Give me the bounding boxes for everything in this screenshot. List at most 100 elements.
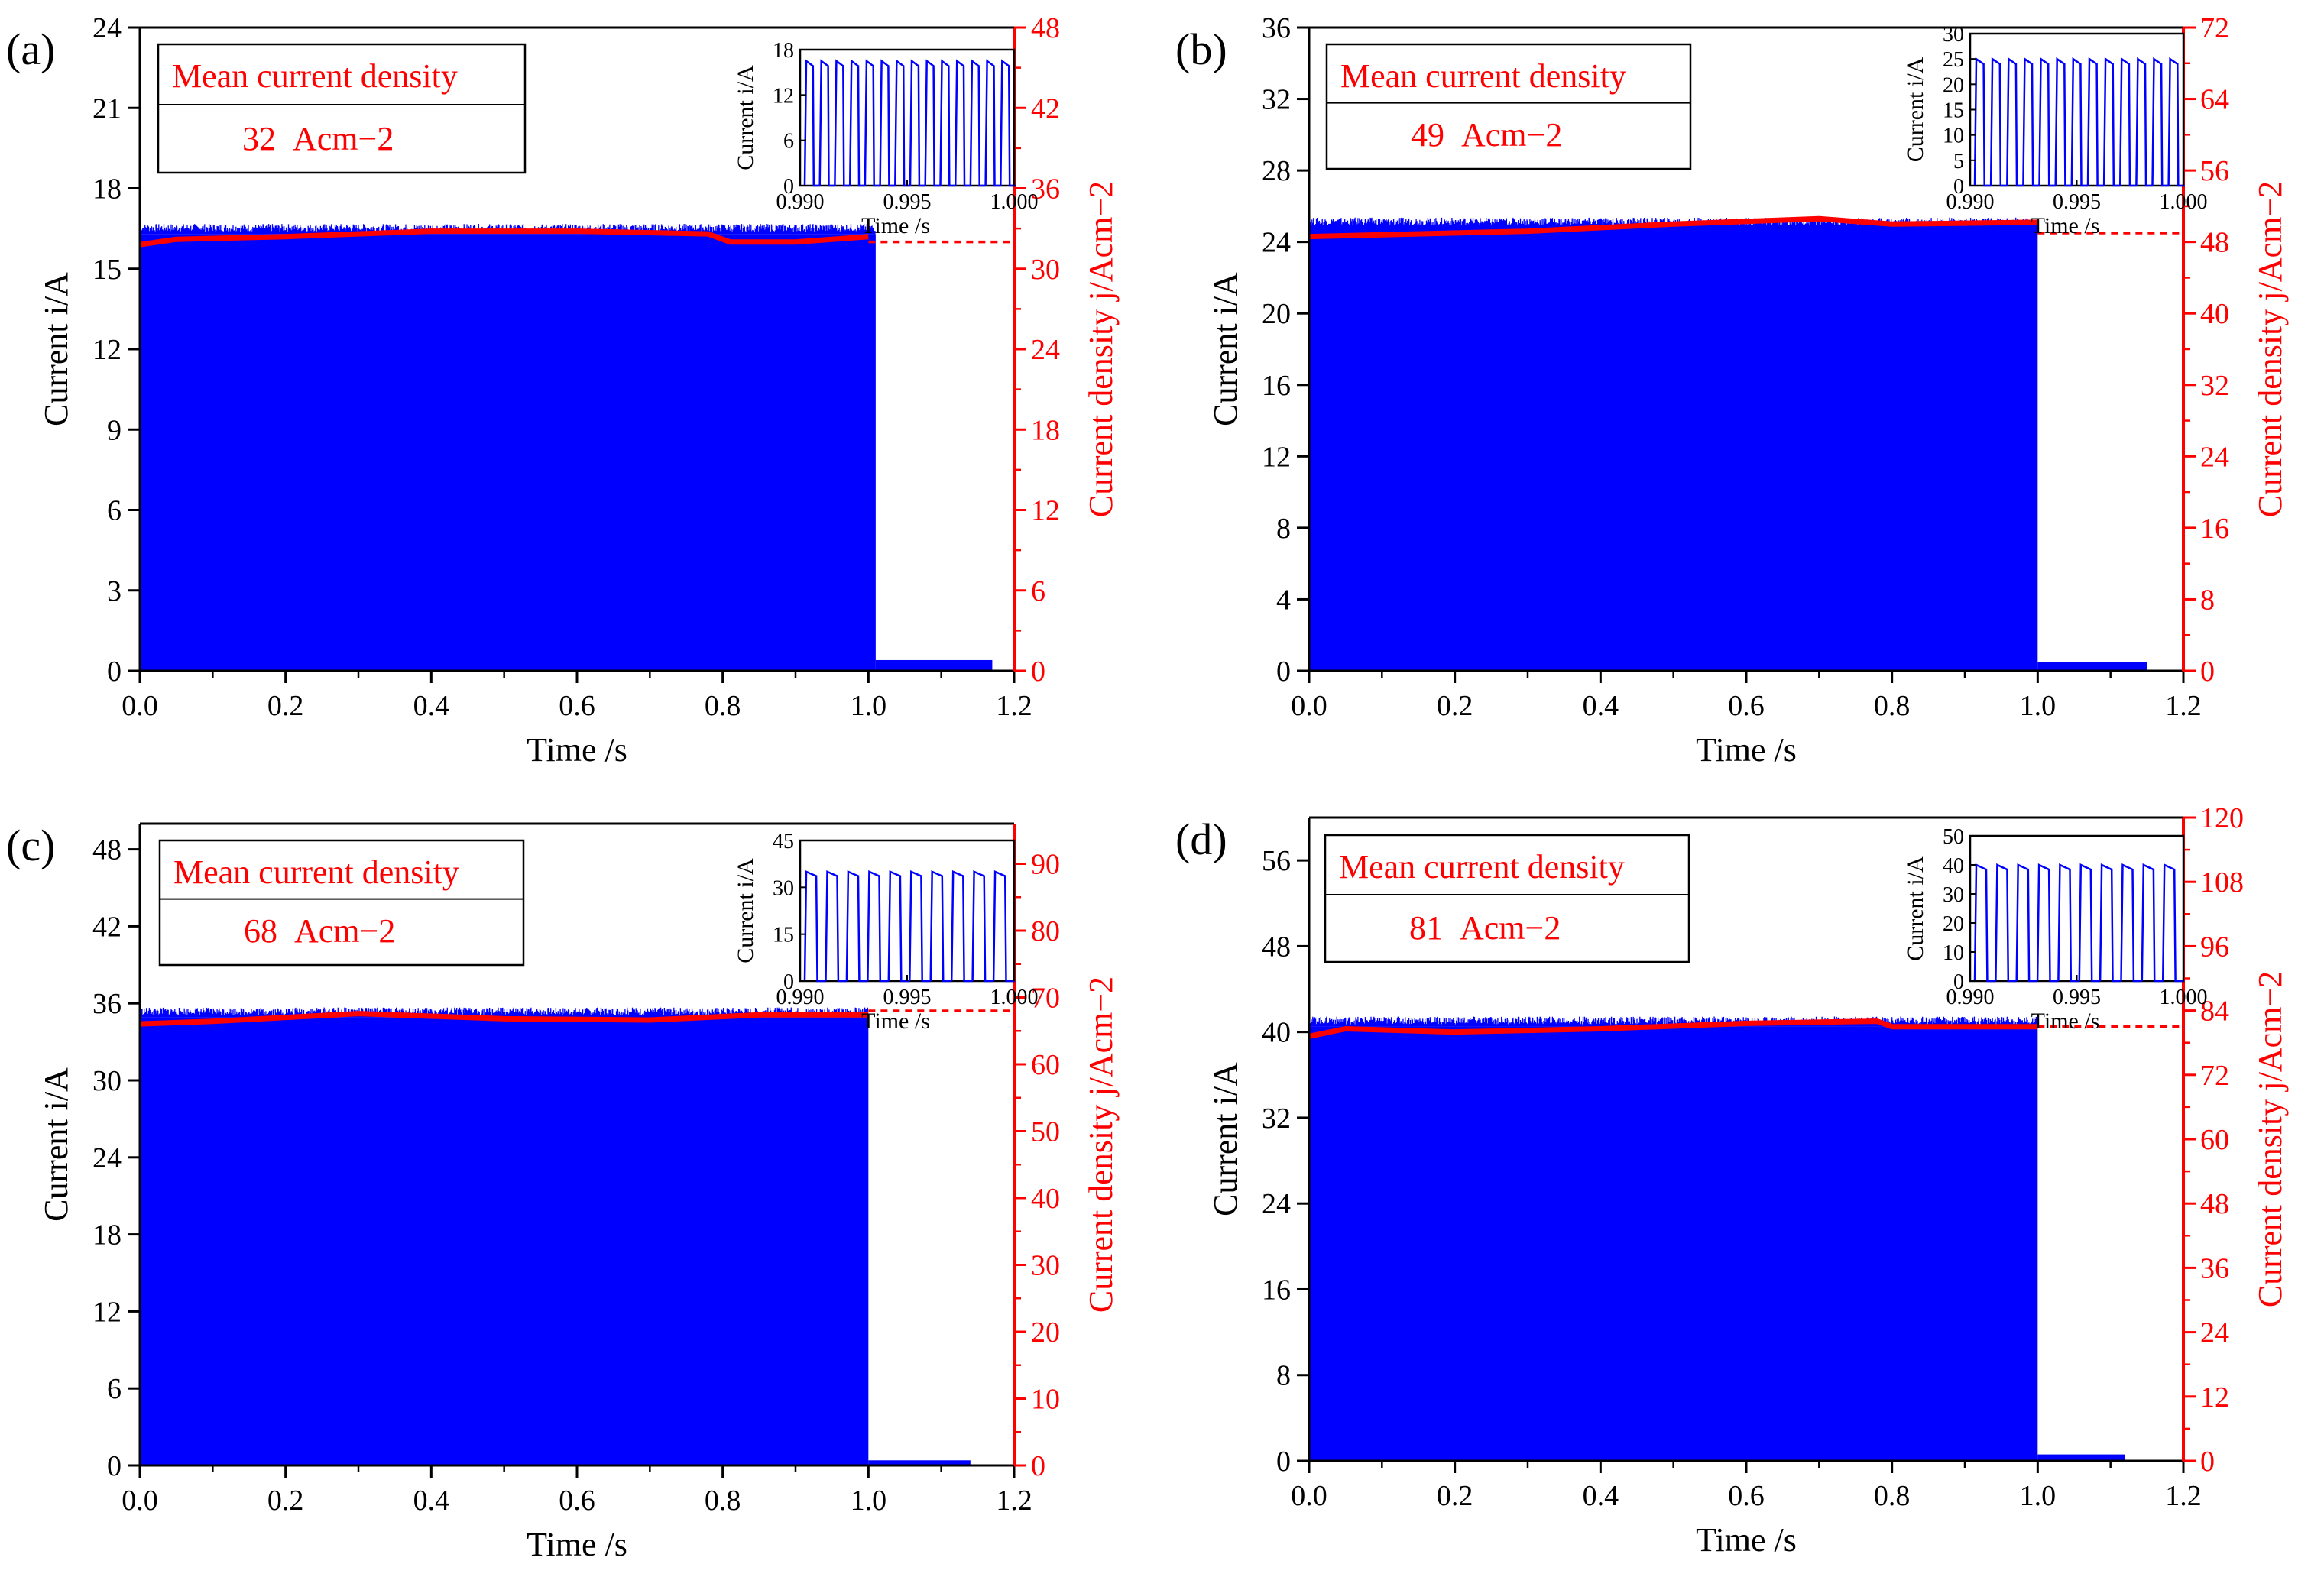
y-tick-label: 48 xyxy=(92,834,122,866)
y2-tick-label: 18 xyxy=(1031,414,1060,446)
inset-y-tick-label: 15 xyxy=(773,924,794,947)
inset-y-tick-label: 45 xyxy=(773,830,794,853)
y2-tick-label: 8 xyxy=(2200,584,2215,616)
y-tick-label: 0 xyxy=(107,1450,122,1482)
y2-tick-label: 6 xyxy=(1031,575,1045,607)
y2-tick-label: 56 xyxy=(2200,155,2229,187)
inset-x-title: Time /s xyxy=(861,1009,930,1034)
inset-pulse-train xyxy=(1973,57,2185,187)
y-tick-label: 15 xyxy=(92,254,122,286)
y-tick-label: 0 xyxy=(107,656,122,688)
y2-tick-label: 30 xyxy=(1031,1250,1060,1282)
panel-d: 0.0 0.2 0.4 0.6 0.8 1.0 1.20816243240485601224… xyxy=(1175,802,2289,1559)
y-tick-label: 36 xyxy=(1262,12,1291,44)
y2-tick-label: 16 xyxy=(2200,513,2229,545)
inset-x-tick-label: 0.995 xyxy=(883,986,932,1009)
legend-box xyxy=(1325,43,1692,170)
y2-tick-label: 12 xyxy=(1031,495,1060,527)
y2-tick-label: 48 xyxy=(2200,1188,2229,1220)
legend-title: Mean current density xyxy=(173,853,459,891)
inset-x-tick-label: 1.000 xyxy=(2160,190,2208,214)
y-axis-title: Current i/A xyxy=(1207,1062,1244,1216)
y2-tick-label: 32 xyxy=(2200,370,2229,402)
inset-x-tick-label: 0.995 xyxy=(2053,190,2101,214)
inset-y-tick-label: 0 xyxy=(1953,970,1964,994)
inset-y-tick-label: 10 xyxy=(1943,941,1964,965)
y2-tick-label: 0 xyxy=(2200,656,2215,688)
inset-frame xyxy=(1969,32,2185,187)
y-tick-label: 6 xyxy=(107,1373,122,1405)
y2-tick-label: 12 xyxy=(2200,1381,2229,1413)
panel-letter: (b) xyxy=(1175,24,1227,74)
inset-x-title: Time /s xyxy=(2031,1009,2100,1034)
inset-frame xyxy=(1969,834,2185,983)
inset-y-tick-label: 20 xyxy=(1943,73,1964,97)
y-tick-label: 21 xyxy=(92,92,122,125)
x-axis-title: Time /s xyxy=(527,731,627,769)
x-tick-label: 1.2 xyxy=(996,690,1032,722)
y-tick-label: 24 xyxy=(1262,1188,1291,1220)
panel-c: 0.0 0.2 0.4 0.6 0.8 1.0 1.20612182430364248010… xyxy=(6,821,1120,1563)
x-tick-label: 0.8 xyxy=(1874,1480,1911,1512)
legend-value: 32 Acm−2 xyxy=(242,120,394,157)
legend-value: 49 Acm−2 xyxy=(1411,116,1562,154)
inset-pulse-train xyxy=(803,869,1015,983)
inset-x-tick-label: 0.995 xyxy=(2053,986,2101,1009)
legend-value-unit: Acm−2 xyxy=(294,912,395,950)
x-tick-label: 0.8 xyxy=(705,690,741,722)
legend-value-number: 68 xyxy=(244,912,277,950)
y-tick-label: 9 xyxy=(107,414,122,446)
y-tick-label: 12 xyxy=(92,1296,122,1328)
y-tick-label: 32 xyxy=(1262,84,1291,116)
y-tick-label: 12 xyxy=(92,334,122,366)
x-axis-title: Time /s xyxy=(527,1526,627,1563)
y2-tick-label: 24 xyxy=(1031,334,1060,366)
inset-x-tick-label: 1.000 xyxy=(2160,986,2208,1009)
inset-y-tick-label: 18 xyxy=(773,39,794,63)
inset-frame xyxy=(799,839,1016,983)
x-axis-title: Time /s xyxy=(1696,1521,1797,1559)
y2-tick-label: 72 xyxy=(2200,1060,2229,1092)
y2-tick-label: 40 xyxy=(1031,1183,1060,1215)
y2-tick-label: 50 xyxy=(1031,1116,1060,1148)
inset-frame xyxy=(799,48,1016,187)
x-tick-label: 1.2 xyxy=(2165,1480,2202,1512)
x-tick-label: 1.2 xyxy=(2165,690,2202,722)
y2-tick-label: 36 xyxy=(1031,173,1060,206)
legend-value-number: 49 xyxy=(1411,116,1444,154)
x-tick-label: 0.4 xyxy=(413,1485,450,1517)
inset-y-title: Current i/A xyxy=(1903,856,1928,961)
inset-y-title: Current i/A xyxy=(733,858,758,963)
mean-current-line xyxy=(139,228,869,248)
x-tick-label: 0.2 xyxy=(267,1485,304,1517)
y2-tick-label: 80 xyxy=(1031,915,1060,947)
y-axis-title: Current i/A xyxy=(37,272,75,426)
inset-y-tick-label: 5 xyxy=(1953,150,1964,173)
y-tick-label: 20 xyxy=(1262,298,1291,330)
y-axis-title: Current i/A xyxy=(37,1067,75,1222)
panel-letter: (c) xyxy=(6,821,55,870)
y-tick-label: 32 xyxy=(1262,1103,1291,1135)
pulse-signal-area xyxy=(140,234,876,671)
inset-pulse-train xyxy=(1973,863,2184,983)
inset-y-title: Current i/A xyxy=(1903,57,1928,162)
inset-x-tick-label: 0.990 xyxy=(776,986,825,1009)
inset-a: 0 6 12 18 0.990 0.995 1.000 Time /s Current i/A xyxy=(733,39,1039,238)
inset-y-tick-label: 6 xyxy=(783,130,794,154)
inset-c: 0 15 30 45 0.990 0.995 1.000 Time /s Current i/A xyxy=(733,830,1039,1034)
x-axis-title: Time /s xyxy=(1696,731,1797,769)
y2-axis-title: Current density j/Acm−2 xyxy=(2251,181,2289,517)
x-tick-label: 0.2 xyxy=(267,690,304,722)
pulse-signal-area xyxy=(140,1017,869,1465)
inset-y-title: Current i/A xyxy=(733,65,758,170)
y2-axis-title: Current density j/Acm−2 xyxy=(1082,181,1120,517)
x-tick-label: 1.0 xyxy=(2020,690,2057,722)
y2-tick-label: 24 xyxy=(2200,441,2229,473)
y-tick-label: 0 xyxy=(1276,1446,1291,1478)
y-tick-label: 48 xyxy=(1262,931,1291,963)
x-tick-label: 0.6 xyxy=(1728,1480,1765,1512)
legend-box xyxy=(1324,834,1690,963)
y2-tick-label: 120 xyxy=(2200,802,2244,834)
